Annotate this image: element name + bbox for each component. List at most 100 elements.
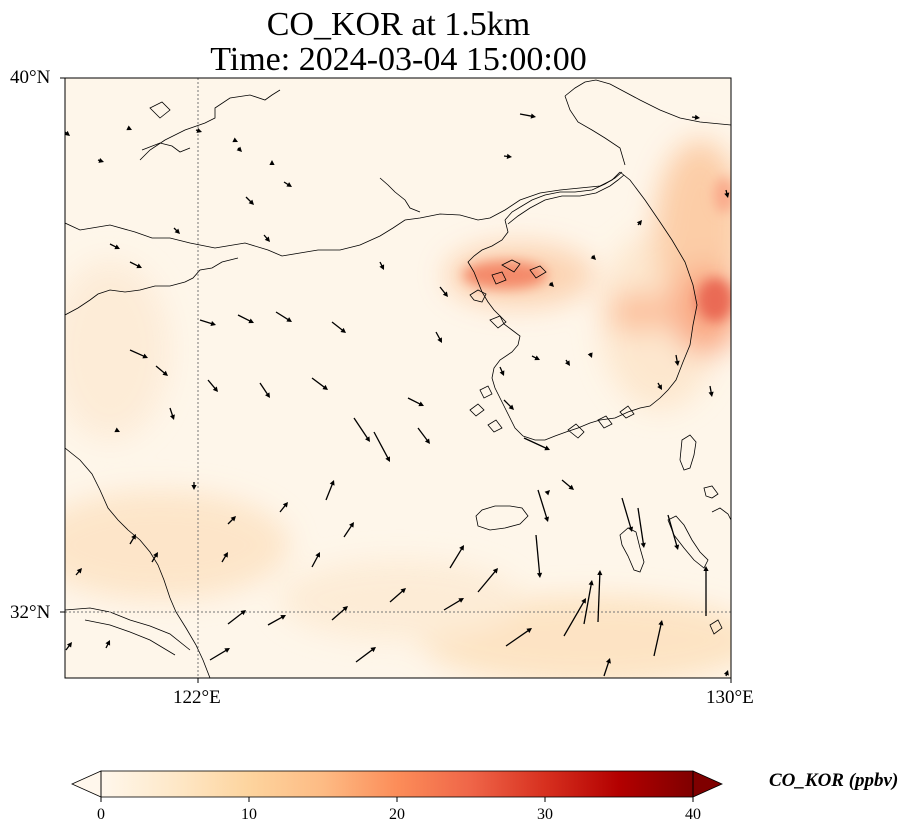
- lat-label-40n: 40°N: [10, 67, 51, 88]
- wind-vector: [449, 547, 463, 569]
- wind-vector: [331, 321, 345, 332]
- lat-label-32n: 32°N: [10, 602, 51, 623]
- wind-vector-head: [153, 552, 158, 558]
- wind-vector-head: [581, 598, 586, 604]
- wind-vector-head: [694, 114, 700, 120]
- wind-vector-head: [385, 456, 390, 462]
- wind-vector: [653, 622, 662, 657]
- wind-vector-head: [286, 317, 292, 322]
- wind-vector: [389, 589, 405, 603]
- wind-vector-head: [424, 438, 430, 444]
- wind-vector-head: [248, 318, 254, 324]
- wind-vector: [129, 349, 146, 358]
- wind-vector-head: [236, 146, 242, 152]
- wind-vector-head: [212, 386, 218, 392]
- wind-vector: [621, 497, 632, 530]
- colorbar-label: CO_KOR (ppbv): [769, 770, 899, 791]
- wind-vector-head: [264, 236, 270, 242]
- colorbar-tick-20: 20: [389, 806, 405, 823]
- wind-vector-head: [724, 192, 730, 198]
- wind-vector-head: [703, 566, 709, 571]
- colorbar-tick-10: 10: [241, 806, 257, 823]
- wind-vector-head: [674, 360, 680, 366]
- map-subtitle-time: Time: 2024-03-04 15:00:00: [210, 41, 587, 78]
- wind-vector-head: [191, 485, 197, 490]
- wind-vector: [373, 431, 390, 460]
- wind-vector: [535, 534, 541, 576]
- wind-vector-head: [418, 401, 424, 407]
- wind-vector-head: [224, 648, 230, 653]
- wind-vector-head: [240, 610, 246, 616]
- wind-vector: [259, 382, 269, 396]
- wind-vector-head: [597, 570, 603, 576]
- wind-vector-head: [282, 502, 288, 508]
- colorbar-extend-min: [71, 770, 102, 798]
- wind-vector-head: [232, 137, 238, 143]
- wind-vector: [207, 379, 217, 391]
- wind-vector-head: [437, 337, 442, 343]
- map-frame: [64, 77, 732, 679]
- wind-vector-head: [506, 153, 512, 159]
- wind-vector-head: [628, 526, 634, 532]
- wind-vectors: [65, 113, 730, 677]
- wind-vector-head: [530, 113, 536, 119]
- wind-vector-head: [723, 670, 729, 676]
- wind-vector: [267, 615, 284, 626]
- wind-vector-head: [66, 642, 72, 648]
- map-title: CO_KOR at 1.5km: [266, 6, 531, 43]
- wind-vector-head: [162, 370, 168, 376]
- wind-vector-head: [174, 228, 180, 234]
- wind-vector-head: [605, 658, 611, 664]
- wind-vector: [667, 514, 678, 548]
- wind-vector: [311, 554, 320, 568]
- wind-vector: [407, 397, 422, 406]
- wind-vector-head: [286, 182, 292, 187]
- wind-vector-head: [708, 391, 714, 397]
- wind-vector: [275, 311, 290, 321]
- wind-vector-head: [536, 572, 543, 578]
- wind-vector-head: [340, 327, 346, 333]
- wind-vector-head: [248, 199, 254, 205]
- wind-vector-head: [76, 568, 82, 574]
- wind-vector-head: [142, 353, 148, 359]
- wind-vector: [583, 582, 593, 625]
- wind-vector-head: [131, 534, 136, 540]
- wind-vector-head: [210, 321, 216, 326]
- wind-vector-head: [196, 127, 202, 133]
- colorbar-tick-40: 40: [685, 806, 701, 823]
- wind-vector: [199, 319, 214, 325]
- wind-vector: [563, 600, 586, 637]
- wind-vector-head: [588, 580, 594, 586]
- wind-vector-head: [459, 545, 464, 551]
- wind-vector-head: [342, 606, 348, 612]
- wind-vector-head: [587, 352, 593, 358]
- wind-vector-head: [329, 480, 335, 486]
- wind-vector-head: [499, 370, 505, 376]
- wind-vector-head: [526, 628, 532, 633]
- lon-label-130e: 130°E: [706, 687, 754, 708]
- wind-vector-head: [544, 445, 550, 451]
- wind-vector-head: [65, 130, 70, 136]
- colorbar: [71, 770, 723, 802]
- wind-vector-head: [322, 384, 328, 390]
- wind-vector-head: [280, 615, 286, 620]
- wind-vector-head: [534, 355, 540, 361]
- colorbar-gradient: [101, 771, 693, 797]
- wind-vector-head: [169, 414, 175, 420]
- wind-vector-head: [508, 404, 514, 410]
- wind-vector-head: [315, 552, 320, 558]
- wind-vector-head: [657, 384, 662, 390]
- wind-vector: [477, 569, 497, 593]
- wind-vector-head: [565, 360, 570, 366]
- wind-vector-head: [114, 427, 120, 433]
- wind-vector: [353, 417, 369, 440]
- wind-vector-head: [636, 220, 642, 226]
- wind-vector: [537, 489, 548, 520]
- wind-vector-head: [105, 640, 111, 646]
- wind-vector: [417, 427, 429, 442]
- wind-vector-head: [544, 516, 549, 522]
- co-concentration-field: [65, 78, 731, 678]
- wind-vector: [519, 113, 534, 118]
- wind-vector: [325, 482, 334, 501]
